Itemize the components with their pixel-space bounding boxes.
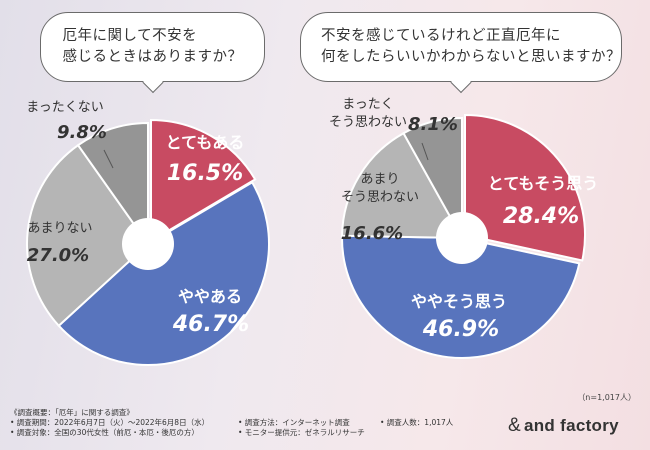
sample-size-note: （n=1,017人） — [577, 393, 636, 402]
donut-hole — [122, 218, 174, 270]
value-label-4: 8.1% — [408, 114, 458, 135]
value-label-2: 46.9% — [422, 317, 499, 342]
slice-1 — [464, 113, 586, 262]
category-label-2: ややそう思う — [411, 292, 507, 311]
survey-monitor: • モニター提供元：ゼネラルリサーチ — [238, 428, 365, 437]
category-label-3: あまり — [360, 172, 399, 187]
survey-method: • 調査方法：インターネット調査 — [238, 418, 350, 427]
question-bubble-2: 不安を感じているけれど正直厄年に 何をしたらいいかわからないと思いますか？ — [300, 12, 622, 82]
slice-4 — [76, 121, 149, 248]
slice-4 — [402, 116, 463, 242]
donut-hole — [436, 212, 488, 264]
question-1-line-1: 厄年に関して不安を — [62, 28, 198, 44]
survey-count: • 調査人数：1,017人 — [380, 418, 454, 427]
brand-ampersand: & — [508, 415, 521, 436]
donut-chart-1: とてもある 16.5% ややある 46.7% あまりない 27.0% まったくない 9.8% — [26, 100, 270, 366]
category-label-4: そう思わない — [329, 115, 407, 130]
category-label-4: まったく — [342, 97, 393, 112]
question-1-line-2: 感じるときはありますか？ — [62, 49, 243, 65]
question-bubble-1: 厄年に関して不安を 感じるときはありますか？ — [40, 12, 265, 82]
value-label-3: 16.6% — [341, 223, 403, 244]
survey-period: • 調査期間：2022年6月7日（火）～2022年6月8日（水） — [10, 418, 210, 427]
slice-2 — [341, 234, 581, 359]
category-label-2: ややある — [178, 287, 242, 306]
value-label-4: 9.8% — [57, 122, 107, 143]
value-label-3: 27.0% — [27, 245, 89, 266]
leader-line — [421, 142, 429, 161]
slice-3 — [341, 131, 464, 240]
brand-name: and factory — [523, 416, 619, 435]
category-label-1: とてもそう思う — [488, 174, 598, 193]
category-label-1: とてもある — [166, 133, 245, 152]
value-label-1: 16.5% — [167, 161, 243, 186]
value-label-2: 46.7% — [172, 312, 249, 337]
category-label-3: そう思わない — [341, 190, 419, 205]
brand-logo: & and factory — [508, 415, 619, 437]
slice-1 — [150, 118, 257, 243]
survey-overview: 《調査概要：「厄年」に関する調査》 — [10, 408, 134, 417]
leader-line — [103, 149, 114, 169]
category-label-3: あまりない — [27, 221, 92, 236]
donut-chart-2: とてもそう思う28.4%ややそう思う46.9%あまりそう思わない16.6%まった… — [329, 97, 598, 359]
category-label-4: まったくない — [26, 100, 103, 115]
question-2-line-2: 何をしたらいいかわからないと思いますか？ — [321, 49, 621, 65]
slice-2 — [57, 181, 270, 366]
survey-target: • 調査対象：全国の30代女性（前厄・本厄・後厄の方） — [10, 428, 199, 437]
question-2-line-1: 不安を感じているけれど正直厄年に — [321, 28, 561, 44]
value-label-1: 28.4% — [503, 204, 579, 229]
slice-3 — [26, 143, 150, 328]
